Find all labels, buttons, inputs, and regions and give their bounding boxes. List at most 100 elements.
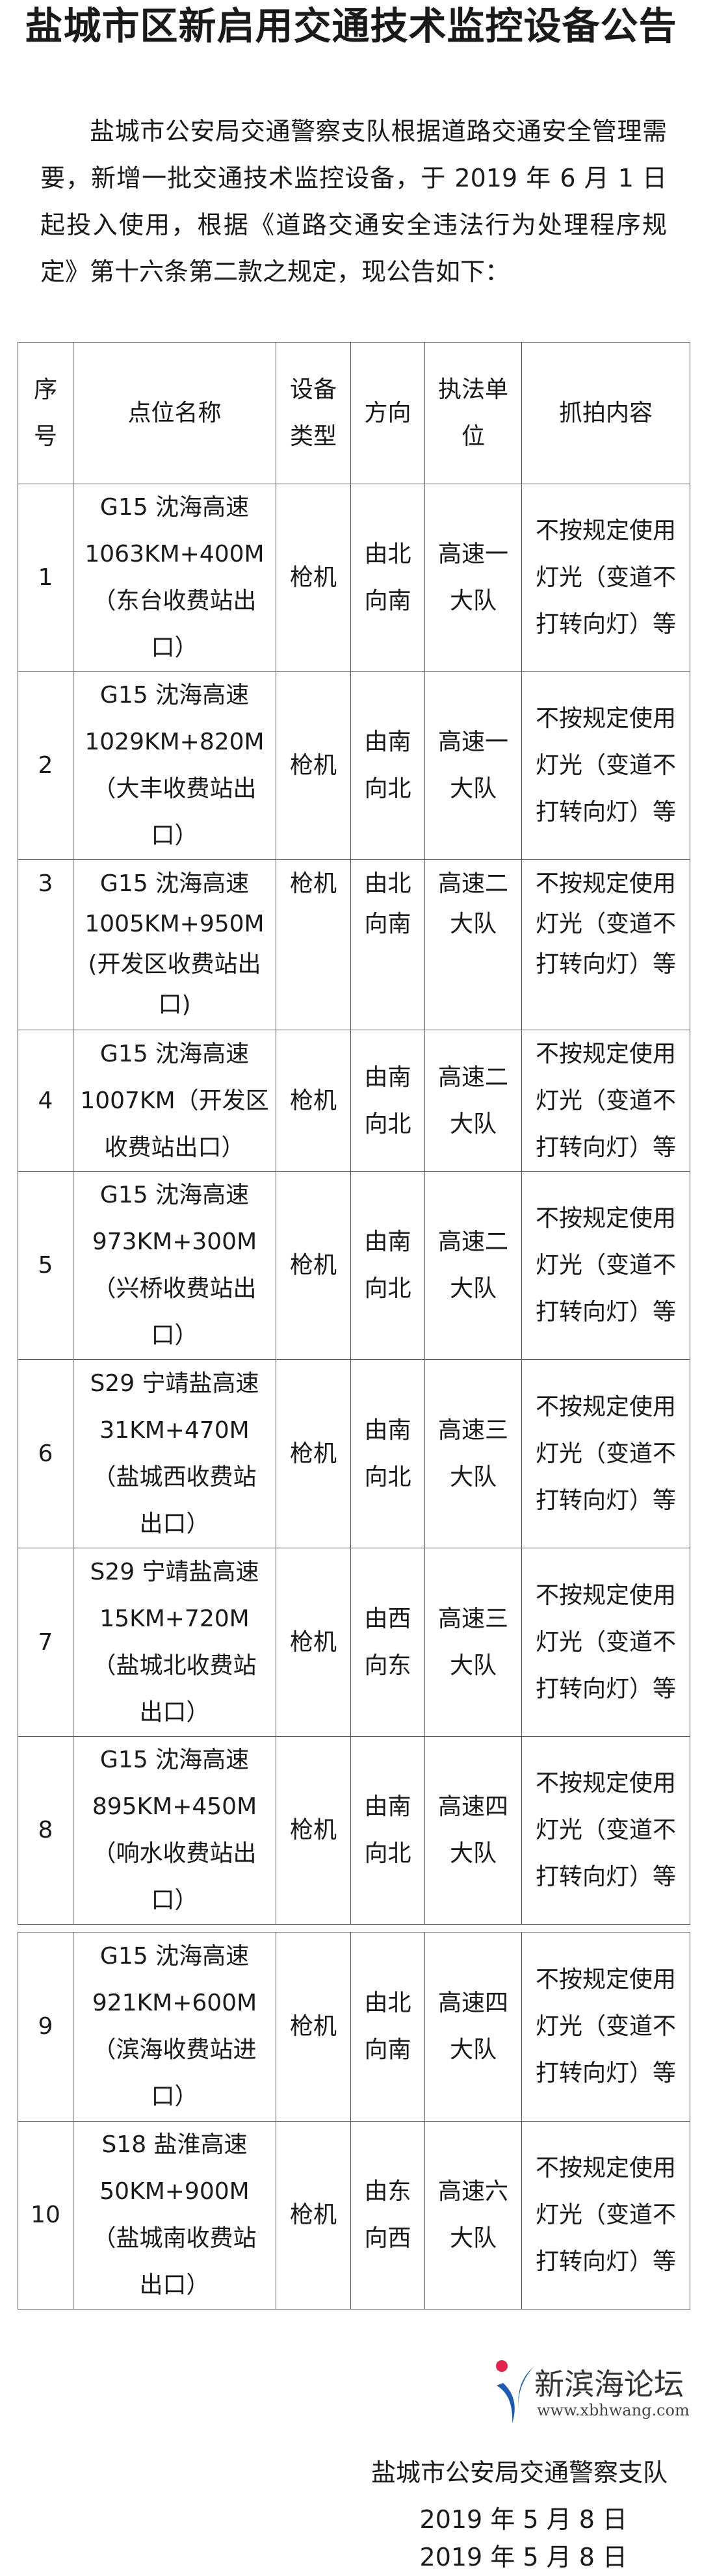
cell-direction: 由南 向北 [350,671,425,860]
cell-location-text: （滨海收费站进 [92,2036,257,2063]
cell-unit-text: 高速一 [437,541,508,567]
cell-direction: 由北 向南 [350,484,425,672]
cell-no-text: 6 [38,1440,53,1467]
cell-capture-content-text: 灯光（变道不 [535,911,676,937]
cell-location-text: 895KM+450M [92,1793,257,1820]
cell-device-type: 枪机 [276,1932,351,2122]
cell-capture-content: 不按规定使用 灯光（变道不 打转向灯）等 [521,1548,690,1737]
cell-unit-text: 高速二 [437,870,508,897]
cell-device-type-text: 枪机 [289,2202,337,2228]
cell-location-text: 31KM+470M [99,1416,250,1444]
cell-location-text: （盐城北收费站 [92,1652,257,1679]
header-location: 点位名称 [73,342,276,484]
cell-device-type-text: 枪机 [289,1628,337,1656]
cell-device-type-text: 枪机 [289,1817,337,1843]
table-row: 7 S29 宁靖盐高速 15KM+720M （盐城北收费站 出口） 枪机 由西 向东 高速三 大队… [18,1548,690,1737]
cell-device-type: 枪机 [276,1736,351,1925]
cell-direction: 由北 向南 [350,859,425,1030]
table-row: 8 G15 沈海高速 895KM+450M （响水收费站出 口） 枪机 由南 向北 高速四 大队不… [18,1736,690,1925]
cell-location: G15 沈海高速 895KM+450M （响水收费站出 口） [73,1736,276,1925]
table-row: 1 G15 沈海高速 1063KM+400M （东台收费站出 口） 枪机 由北 向南 高速一 大队… [18,484,690,672]
cell-unit-text: 高速二 [437,1229,508,1255]
cell-location-text: 口） [151,822,198,849]
cell-no-text: 4 [38,1087,53,1114]
cell-direction-text: 由北 [364,870,411,897]
header-device-type: 设备 类型 [276,342,351,484]
header-no: 序号 [18,342,73,484]
cell-device-type-text: 枪机 [289,870,337,897]
cell-no: 8 [18,1736,73,1925]
header-capture-content: 抓拍内容 [521,342,690,484]
cell-direction-text: 向南 [364,911,411,937]
cell-location: S18 盐淮高速 50KM+900M （盐城南收费站 出口） [73,2121,276,2309]
cell-no-text: 2 [38,752,53,779]
cell-capture-content: 不按规定使用 灯光（变道不 打转向灯）等 [521,671,690,860]
cell-location-text: 921KM+600M [92,1990,257,2016]
cell-unit: 高速二 大队 [424,1030,522,1172]
cell-unit-text: 高速四 [437,1990,508,2016]
cell-direction-text: 由南 [364,1416,411,1444]
cell-capture-content-text: 灯光（变道不 [535,1087,676,1114]
device-table-continued: 9 G15 沈海高速 921KM+600M （滨海收费站进 口） 枪机 由北 向南 高速四 大队不… [18,1932,690,2309]
cell-capture-content-text: 打转向灯）等 [535,1487,676,1514]
header-unit-text: 执法单 [437,376,508,403]
watermark-logo: 新滨海论坛 www.xbhwang.com [494,2360,702,2426]
table-row: 10 S18 盐淮高速 50KM+900M （盐城南收费站 出口） 枪机 由东 向西 高速六 大队… [18,2121,690,2309]
cell-no: 4 [18,1030,73,1172]
cell-unit-text: 大队 [449,1840,497,1867]
cell-direction: 由南 向北 [350,1359,425,1548]
cell-device-type-text: 枪机 [289,564,337,591]
cell-location-text: 15KM+720M [99,1605,250,1632]
cell-location-text: （大丰收费站出 [92,775,257,802]
cell-direction-text: 由南 [364,729,411,755]
cell-device-type: 枪机 [276,671,351,860]
cell-unit-text: 大队 [449,1652,497,1679]
table-header-row: 序号 点位名称 设备 类型 方向 执法单位 抓拍内容 [18,342,690,484]
cell-no-text: 7 [38,1628,53,1656]
cell-capture-content: 不按规定使用 灯光（变道不 打转向灯）等 [521,2121,690,2309]
cell-capture-content-text: 不按规定使用 [535,870,676,897]
header-direction: 方向 [350,342,425,484]
cell-direction-text: 向南 [364,588,411,614]
signature-org: 盐城市公安局交通警察支队 [370,2458,668,2487]
cell-capture-content-text: 打转向灯）等 [535,2248,676,2275]
cell-capture-content-text: 灯光（变道不 [535,2013,676,2040]
header-location-text: 点位名称 [127,399,222,426]
cell-location-text: 1063KM+400M [84,541,265,567]
cell-location-text: 口） [151,1322,198,1349]
cell-capture-content-text: 打转向灯）等 [535,1134,676,1161]
cell-device-type-text: 枪机 [289,1252,337,1279]
cell-location: G15 沈海高速 921KM+600M （滨海收费站进 口） [73,1932,276,2122]
cell-unit-text: 大队 [449,588,497,614]
cell-capture-content-text: 不按规定使用 [535,1581,676,1609]
cell-location-text: G15 沈海高速 [99,494,250,521]
cell-direction-text: 向北 [364,775,411,802]
cell-location-text: G15 沈海高速 [99,1943,250,1970]
cell-unit: 高速一 大队 [424,671,522,860]
cell-capture-content: 不按规定使用 灯光（变道不 打转向灯）等 [521,1030,690,1172]
cell-unit-text: 大队 [449,911,497,937]
cell-location-text: G15 沈海高速 [99,1040,250,1067]
cell-no: 9 [18,1932,73,2122]
cell-direction: 由南 向北 [350,1736,425,1925]
cell-direction: 由北 向南 [350,1932,425,2122]
cell-no-text: 5 [38,1252,53,1279]
cell-device-type-text: 枪机 [289,1440,337,1467]
cell-direction-text: 向东 [364,1652,411,1679]
cell-no: 5 [18,1171,73,1360]
cell-location-text: （响水收费站出 [92,1840,257,1867]
cell-location: G15 沈海高速 1007KM（开发区 收费站出口） [73,1030,276,1172]
header-no-text: 号 [33,423,57,450]
cell-device-type: 枪机 [276,859,351,1030]
header-capture-content-text: 抓拍内容 [558,399,653,426]
cell-direction-text: 由南 [364,1793,411,1820]
cell-capture-content-text: 灯光（变道不 [535,2202,676,2228]
cell-location-text: （东台收费站出 [92,588,257,614]
header-unit-text: 位 [461,423,485,450]
cell-unit: 高速三 大队 [424,1548,522,1737]
cell-location-text: G15 沈海高速 [99,682,250,709]
cell-location-text: 出口） [139,1698,210,1726]
cell-direction-text: 向西 [364,2225,411,2252]
header-no-text: 序 [33,376,57,403]
cell-capture-content-text: 不按规定使用 [535,1205,676,1232]
